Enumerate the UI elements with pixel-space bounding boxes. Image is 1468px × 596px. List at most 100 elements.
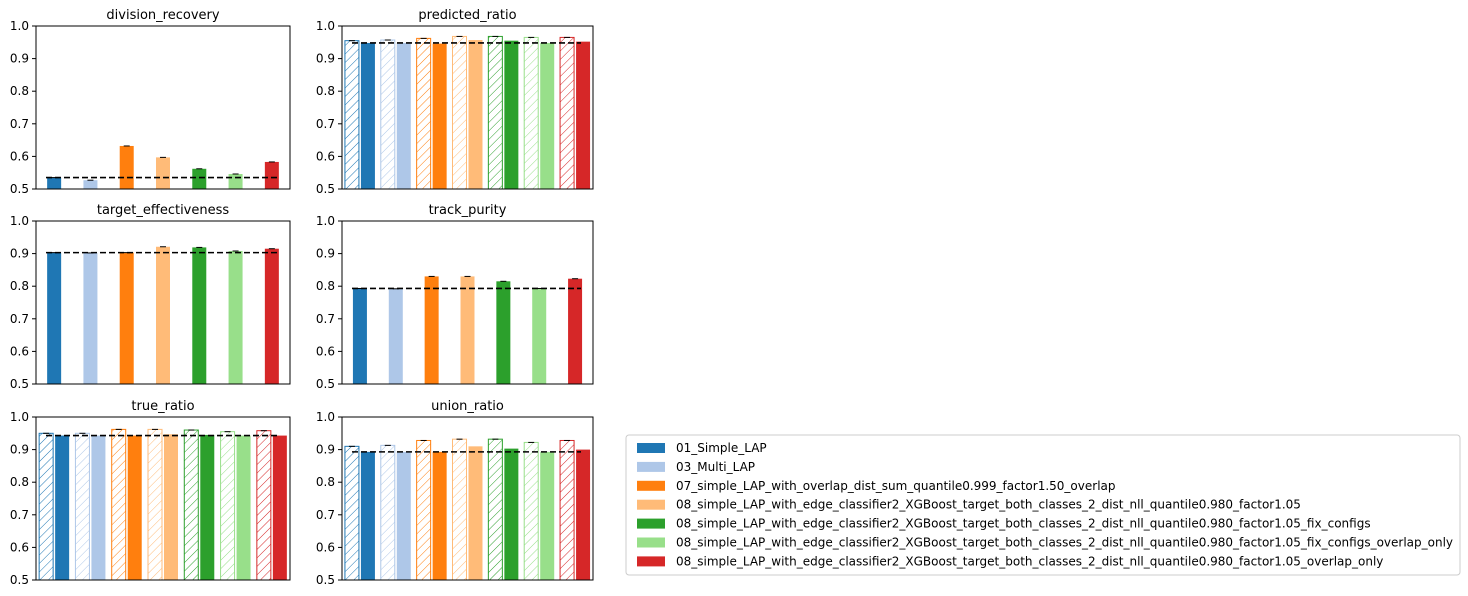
y-tick-label: 0.8 (316, 279, 335, 293)
bar-solid (360, 451, 375, 580)
bar-hatched (147, 428, 163, 581)
bar-hatched (523, 441, 539, 581)
legend-label: 03_Multi_LAP (676, 460, 755, 474)
legend-swatch (637, 443, 665, 453)
bar-hatched (344, 445, 360, 581)
y-tick-label: 0.7 (10, 508, 29, 522)
bar-solid (360, 42, 375, 190)
legend-label: 08_simple_LAP_with_edge_classifier2_XGBo… (676, 536, 1453, 550)
bar (192, 247, 207, 384)
bar-solid (540, 42, 555, 190)
legend-swatch (637, 461, 665, 472)
y-tick-label: 0.8 (10, 475, 29, 489)
bar (424, 276, 439, 384)
bar-solid (504, 40, 519, 189)
y-tick-label: 1.0 (10, 19, 29, 33)
bar (47, 252, 62, 384)
y-tick-label: 0.7 (316, 312, 335, 326)
panel-true_ratio: true_ratio 0.5 0.6 0.7 0.8 0.9 1.0 (10, 399, 291, 587)
panel-title: track_purity (429, 203, 507, 218)
bar-hatched (523, 36, 539, 190)
bar (352, 288, 367, 384)
bar-hatched (416, 439, 432, 581)
bar-solid (272, 435, 287, 580)
y-tick-label: 0.9 (316, 247, 335, 261)
bar (119, 252, 134, 384)
y-tick-label: 0.9 (316, 443, 335, 457)
y-tick-label: 0.6 (316, 149, 335, 163)
bar-solid (164, 434, 178, 580)
panel-title: target_effectiveness (97, 203, 230, 218)
panel-union_ratio: union_ratio 0.5 0.6 0.7 0.8 0.9 1.0 (316, 399, 594, 587)
bar-solid (504, 448, 519, 580)
bar-hatched (380, 39, 396, 190)
bar (83, 252, 98, 384)
y-tick-label: 1.0 (10, 214, 29, 228)
axes-frame (341, 25, 594, 190)
bar-solid (396, 451, 411, 580)
legend-entry: 08_simple_LAP_with_edge_classifier2_XGBo… (637, 554, 1383, 568)
panel-division_recovery: division_recovery 0.5 0.6 0.7 0.8 0.9 1.0 (10, 8, 291, 196)
axes-frame (341, 416, 594, 581)
bar-hatched (559, 36, 575, 190)
bar-hatched (559, 439, 575, 581)
legend-box (625, 434, 1461, 576)
y-tick-label: 0.8 (316, 84, 335, 98)
bar-solid (91, 435, 106, 580)
bar (496, 281, 511, 384)
y-tick-label: 0.9 (10, 443, 29, 457)
y-tick-label: 0.8 (10, 84, 29, 98)
bar (568, 278, 583, 384)
panel-target_effectiveness: target_effectiveness 0.5 0.6 0.7 0.8 0.9 1.0 (10, 203, 291, 391)
y-tick-label: 0.9 (10, 247, 29, 261)
y-tick-label: 0.6 (10, 540, 29, 554)
y-tick-label: 1.0 (316, 410, 335, 424)
bar (192, 168, 207, 189)
legend-swatch (637, 480, 665, 491)
legend-swatch (637, 499, 665, 510)
legend-swatch (637, 518, 665, 529)
y-tick-label: 0.7 (316, 117, 335, 131)
bar-hatched (183, 429, 199, 581)
y-tick-label: 0.5 (10, 182, 29, 196)
bar-hatched (380, 444, 396, 581)
y-tick-label: 0.5 (10, 377, 29, 391)
y-tick-label: 0.7 (10, 117, 29, 131)
axes-frame (35, 25, 291, 190)
bar-hatched (416, 37, 432, 190)
legend-entry: 01_Simple_LAP (637, 441, 767, 455)
y-tick-label: 0.5 (316, 377, 335, 391)
bar (264, 248, 279, 384)
axes-frame (341, 220, 594, 385)
panel-predicted_ratio: predicted_ratio 0.5 0.6 0.7 0.8 0.9 1.0 (316, 8, 594, 196)
bar-hatched (256, 430, 272, 581)
bar-hatched (38, 432, 54, 581)
y-tick-label: 0.6 (316, 540, 335, 554)
bar-hatched (74, 432, 90, 581)
bar-hatched (344, 40, 360, 190)
y-tick-label: 0.6 (10, 149, 29, 163)
panel-title: division_recovery (106, 8, 219, 23)
bar-solid (200, 434, 215, 580)
legend-entry: 08_simple_LAP_with_edge_classifier2_XGBo… (637, 536, 1453, 550)
bar-solid (236, 435, 251, 580)
y-tick-label: 0.5 (316, 182, 335, 196)
legend-entry: 07_simple_LAP_with_overlap_dist_sum_quan… (637, 479, 1116, 493)
bar-solid (432, 43, 447, 189)
bar-hatched (452, 438, 467, 581)
bar (83, 180, 98, 189)
bar-solid (576, 449, 591, 580)
legend-label: 08_simple_LAP_with_edge_classifier2_XGBo… (676, 554, 1383, 568)
panel-track_purity: track_purity 0.5 0.6 0.7 0.8 0.9 1.0 (316, 203, 594, 391)
bar (532, 288, 547, 384)
legend-entry: 08_simple_LAP_with_edge_classifier2_XGBo… (637, 517, 1371, 531)
y-tick-label: 0.7 (316, 508, 335, 522)
y-tick-label: 1.0 (316, 19, 335, 33)
panel-title: predicted_ratio (418, 8, 516, 23)
bar-hatched (487, 438, 503, 581)
legend-entry: 03_Multi_LAP (637, 460, 755, 474)
bar-solid (396, 42, 411, 190)
bar-hatched (220, 431, 236, 581)
y-tick-label: 1.0 (316, 214, 335, 228)
legend-swatch (637, 537, 665, 548)
